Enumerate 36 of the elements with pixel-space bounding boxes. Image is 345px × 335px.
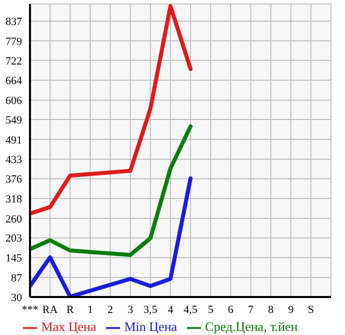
y-tick-label: 376 [6,174,22,186]
x-tick-label: 3,5 [144,304,158,316]
x-tick-label: 6 [228,304,234,316]
y-tick-label: 491 [6,134,22,146]
x-tick-label: 7 [248,304,254,316]
x-tick-label: 3 [128,304,134,316]
x-tick-label: 2 [108,304,114,316]
line-series [30,176,193,297]
x-tick-label: 8 [268,304,274,316]
x-tick-label: *** [22,304,38,316]
y-tick-label: 433 [6,154,22,166]
y-tick-label: 664 [6,75,22,88]
y-tick-label: 837 [6,16,22,28]
y-tick-label: 30 [11,292,22,304]
x-tick-label: S [308,304,314,316]
line-series [30,124,193,257]
y-tick-label: 203 [6,232,22,245]
legend-label: Max Цена [41,318,96,334]
y-tick-label: 260 [6,213,22,226]
x-tick-label: R [66,304,74,316]
y-tick-label: 87 [11,272,22,284]
x-tick-label: 5 [208,304,214,316]
x-tick-label: RA [42,304,58,316]
y-tick-label: 722 [6,55,22,68]
x-tick-label: 4,5 [184,304,198,316]
x-tick-label: 4 [168,304,174,316]
y-tick-label: 606 [6,94,22,107]
legend-label: Min Цена [124,318,178,334]
y-tick-label: 318 [6,193,22,206]
y-tick-label: 549 [6,114,22,126]
y-tick-label: 779 [6,36,22,48]
legend-label: Сред.Цена, т.йен [205,318,298,334]
y-tick-label: 145 [6,252,22,265]
x-tick-label: 9 [288,304,294,316]
line-series [30,4,193,216]
x-tick-label: 1 [87,304,93,316]
